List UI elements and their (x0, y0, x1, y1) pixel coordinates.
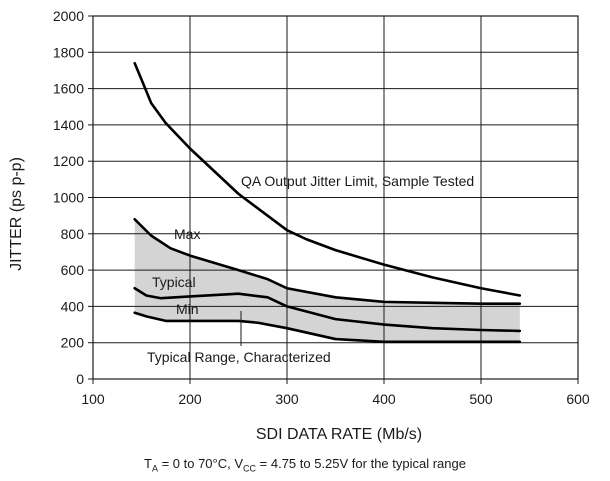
y-tick-label: 1000 (53, 190, 84, 206)
y-tick-label: 1600 (53, 81, 84, 97)
x-tick-label: 100 (81, 391, 105, 407)
x-tick-label: 400 (372, 391, 396, 407)
y-tick-label: 1800 (53, 44, 84, 60)
typical-range-area (134, 219, 520, 342)
x-axis-label: SDI DATA RATE (Mb/s) (256, 426, 422, 443)
max-annotation: Max (174, 226, 200, 242)
footnote-rest: = 4.75 to 5.25V for the typical range (256, 456, 466, 471)
x-tick-label: 600 (566, 391, 590, 407)
y-tick-label: 600 (61, 262, 85, 278)
y-tick-label: 1200 (53, 153, 84, 169)
typical-range-annotation: Typical Range, Characterized (147, 349, 331, 365)
axis-ticks: 100 200 300 400 500 600 0 200 400 600 800 1000 1200 1… (53, 8, 590, 407)
series-line-min (133, 311, 522, 344)
x-tick-label: 500 (469, 391, 493, 407)
footnote: TA = 0 to 70°C, VCC = 4.75 to 5.25V for … (144, 456, 466, 474)
y-tick-label: 800 (61, 226, 85, 242)
y-tick-label: 2000 (53, 8, 84, 24)
footnote-ta-sub: A (151, 463, 158, 474)
min-annotation: Min (176, 301, 199, 317)
footnote-ta-value: = 0 to 70°C, V (157, 456, 244, 471)
typical-range-shading (134, 219, 520, 342)
series-line-typical (133, 286, 522, 333)
footnote-vcc-sub: CC (243, 463, 257, 474)
y-tick-label: 400 (61, 298, 85, 314)
qa-limit-annotation: QA Output Jitter Limit, Sample Tested (241, 173, 474, 189)
x-tick-label: 200 (178, 391, 202, 407)
y-tick-label: 0 (76, 371, 84, 387)
y-tick-label: 1400 (53, 117, 84, 133)
series-line-max (133, 217, 522, 305)
series-lines (133, 61, 522, 344)
series-line-qa-output-jitter-limit-sample-tested (133, 61, 522, 297)
y-axis-label: JITTER (ps p-p) (8, 157, 25, 271)
y-tick-label: 200 (61, 335, 85, 351)
x-tick-label: 300 (275, 391, 299, 407)
typical-annotation: Typical (152, 274, 196, 290)
